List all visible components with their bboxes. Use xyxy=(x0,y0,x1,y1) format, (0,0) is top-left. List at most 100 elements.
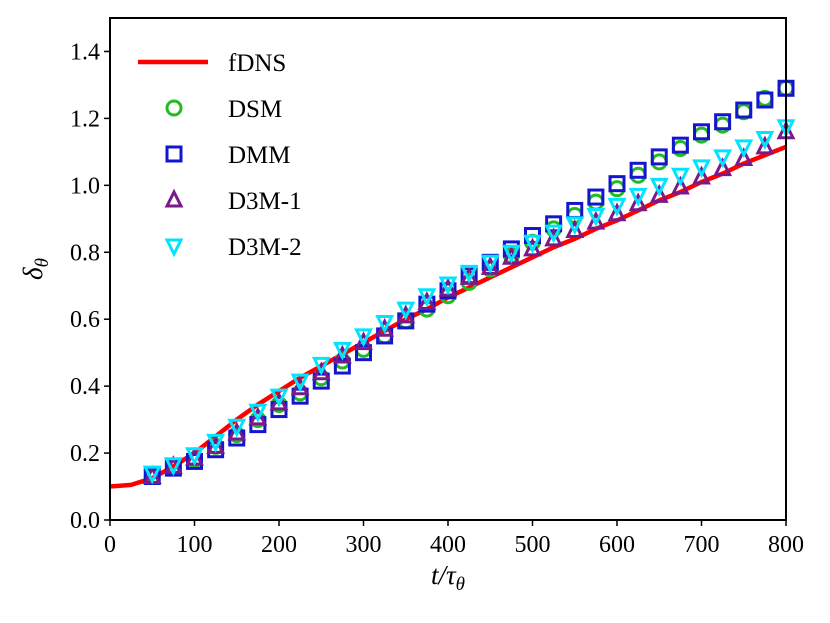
legend-label: DSM xyxy=(228,96,282,123)
data-point-d3m-2 xyxy=(375,315,395,334)
data-point-dsm xyxy=(650,153,668,171)
data-point-d3m-2 xyxy=(438,276,458,296)
data-point-d3m-2 xyxy=(354,328,373,348)
legend-entry-fdns: fDNS xyxy=(138,50,286,77)
data-point-d3m-2 xyxy=(607,197,627,217)
legend-label: D3M-1 xyxy=(228,188,302,215)
data-point-d3m-2 xyxy=(142,465,162,485)
data-point-d3m-2 xyxy=(459,264,479,284)
legend: fDNS DSM DMM D3M-1 D3M-2 xyxy=(138,50,302,261)
data-point-d3m-1 xyxy=(396,304,416,324)
data-point-d3m-1 xyxy=(670,175,690,195)
data-point-d3m-1 xyxy=(290,376,310,396)
data-point-d3m-1 xyxy=(586,210,606,230)
data-point-d3m-1 xyxy=(628,192,648,212)
data-point-d3m-2 xyxy=(269,388,289,408)
data-point-d3m-2 xyxy=(185,447,204,467)
data-point-d3m-2 xyxy=(163,457,183,477)
data-point-d3m-2 xyxy=(480,254,500,274)
data-point-dmm xyxy=(671,136,689,154)
y-tick-label: 0.0 xyxy=(70,508,100,534)
legend-swatch xyxy=(165,99,183,117)
data-point-d3m-1 xyxy=(565,219,585,239)
data-point-dmm xyxy=(735,101,753,119)
data-point-d3m-2 xyxy=(332,341,352,361)
y-tick-label: 0.6 xyxy=(70,307,100,333)
data-point-d3m-2 xyxy=(290,373,310,393)
y-tick-label: 1.0 xyxy=(70,173,100,199)
data-point-d3m-1 xyxy=(248,406,268,426)
legend-swatch xyxy=(165,145,183,163)
y-tick-label: 0.8 xyxy=(70,240,100,266)
data-point-d3m-2 xyxy=(734,139,754,159)
x-tick-label: 600 xyxy=(599,532,635,558)
legend-swatch xyxy=(164,238,184,258)
legend-swatch xyxy=(164,188,184,208)
data-point-d3m-1 xyxy=(692,165,711,185)
data-point-d3m-1 xyxy=(523,237,542,257)
legend-entry-dsm: DSM xyxy=(165,96,282,123)
data-point-d3m-1 xyxy=(544,227,564,247)
data-point-d3m-1 xyxy=(713,157,733,177)
data-point-d3m-1 xyxy=(607,202,627,222)
data-point-d3m-2 xyxy=(565,216,585,236)
x-tick-label: 800 xyxy=(768,532,804,558)
data-point-d3m-2 xyxy=(586,207,606,227)
data-point-dsm xyxy=(587,193,605,211)
y-tick-label: 1.4 xyxy=(70,39,100,65)
data-point-d3m-1 xyxy=(734,147,754,167)
y-axis-title: δθ xyxy=(18,258,53,280)
x-tick-label: 400 xyxy=(430,532,466,558)
data-point-dmm xyxy=(650,148,668,166)
data-point-d3m-2 xyxy=(206,433,226,453)
data-point-d3m-1 xyxy=(649,184,669,203)
x-tick-label: 0 xyxy=(104,532,116,558)
data-point-d3m-1 xyxy=(332,344,352,364)
data-point-dmm xyxy=(714,113,732,131)
data-point-d3m-2 xyxy=(396,301,416,321)
data-point-d3m-2 xyxy=(417,288,437,308)
series-d3m-2 xyxy=(142,119,796,485)
data-point-d3m-1 xyxy=(227,421,247,441)
data-point-dmm xyxy=(756,91,774,109)
data-point-d3m-2 xyxy=(227,418,247,438)
data-point-dsm xyxy=(608,180,626,198)
x-tick-label: 700 xyxy=(684,532,720,558)
data-point-d3m-1 xyxy=(755,135,775,155)
data-point-dmm xyxy=(587,188,605,206)
x-tick-label: 300 xyxy=(346,532,382,558)
data-point-d3m-2 xyxy=(501,244,521,264)
legend-entry-dmm: DMM xyxy=(165,142,291,169)
data-point-d3m-2 xyxy=(649,177,669,197)
series-layer xyxy=(110,79,796,489)
ticks-layer: 0 100 200 300 400 500 600 700 800 0.0 0.2 0.4 0.6 0.8… xyxy=(70,39,804,558)
legend-label: fDNS xyxy=(228,50,286,77)
data-point-dmm xyxy=(608,175,626,193)
data-point-d3m-2 xyxy=(713,149,733,169)
data-point-dmm xyxy=(693,123,710,141)
y-tick-label: 0.4 xyxy=(70,374,100,400)
data-point-d3m-2 xyxy=(755,130,775,150)
data-point-d3m-2 xyxy=(248,403,268,423)
y-tick-label: 1.2 xyxy=(70,106,100,132)
data-point-d3m-2 xyxy=(523,234,542,254)
data-point-d3m-2 xyxy=(692,159,711,179)
legend-label: D3M-2 xyxy=(228,234,302,261)
data-point-d3m-2 xyxy=(311,356,331,376)
data-point-d3m-1 xyxy=(354,331,373,351)
x-tick-label: 100 xyxy=(177,532,213,558)
data-point-d3m-1 xyxy=(269,391,289,411)
legend-entry-d3m-2: D3M-2 xyxy=(164,234,302,261)
data-point-d3m-1 xyxy=(311,361,331,381)
data-point-dmm xyxy=(629,161,647,179)
data-point-dsm xyxy=(629,166,647,184)
x-tick-label: 200 xyxy=(261,532,297,558)
data-point-d3m-1 xyxy=(375,317,395,337)
legend-entry-d3m-1: D3M-1 xyxy=(164,188,302,215)
data-point-d3m-2 xyxy=(544,224,564,244)
y-tick-label: 0.2 xyxy=(70,441,100,467)
data-point-d3m-2 xyxy=(628,187,648,207)
data-point-d3m-1 xyxy=(417,291,437,310)
